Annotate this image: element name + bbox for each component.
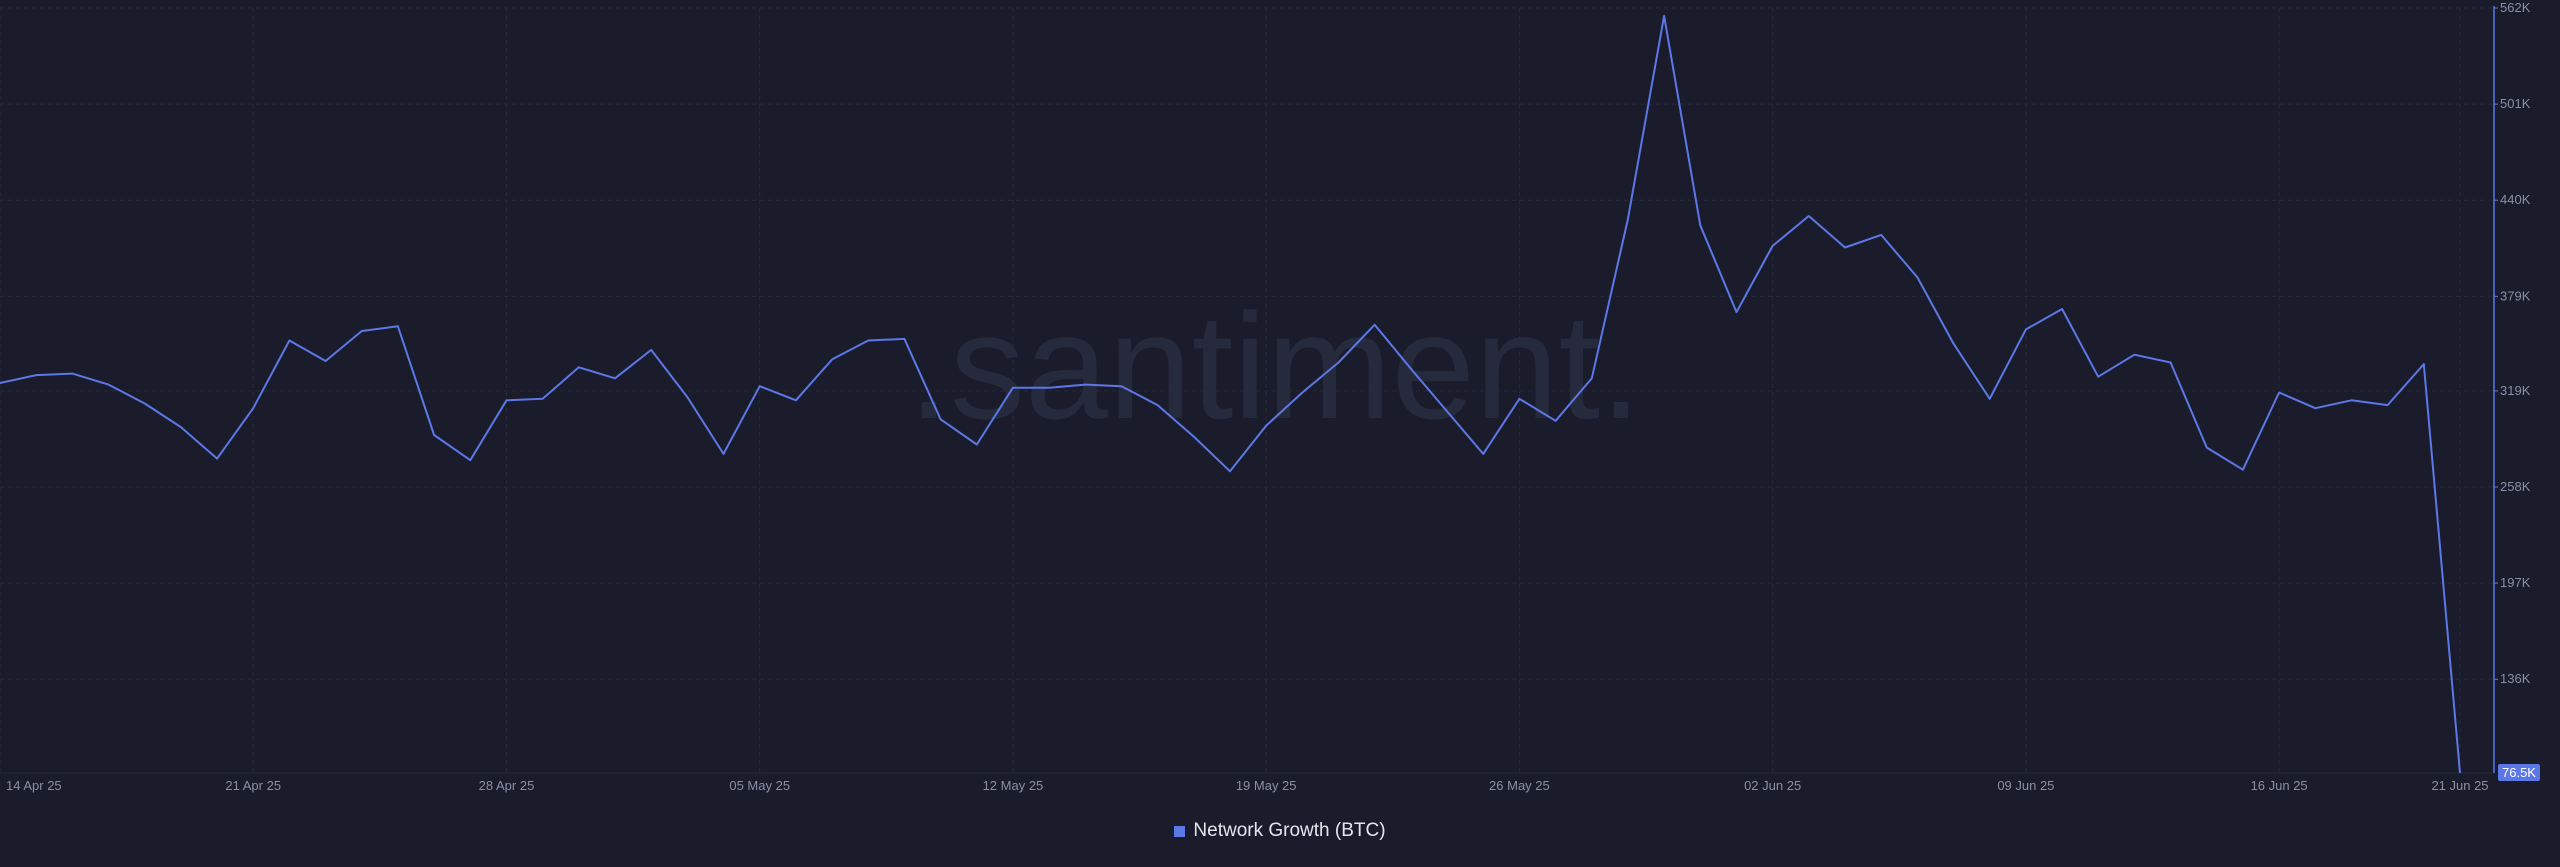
y-tick-label: 319K <box>2500 383 2531 398</box>
x-tick-label: 16 Jun 25 <box>2251 778 2308 793</box>
legend-swatch <box>1174 825 1186 837</box>
y-tick-label: 501K <box>2500 96 2531 111</box>
last-value-label: 76.5K <box>2502 765 2536 780</box>
x-tick-label: 28 Apr 25 <box>479 778 535 793</box>
grid-layer <box>0 7 2494 774</box>
y-tick-label: 197K <box>2500 575 2531 590</box>
last-value-badge <box>2498 764 2540 781</box>
y-tick-label: 379K <box>2500 288 2531 303</box>
y-tick-label: 136K <box>2500 671 2531 686</box>
x-tick-label: 09 Jun 25 <box>1997 778 2054 793</box>
y-tick-label: 440K <box>2500 192 2531 207</box>
x-tick-label: 12 May 25 <box>983 778 1044 793</box>
line-layer <box>0 14 2461 774</box>
legend[interactable]: Network Growth (BTC) <box>0 820 2560 842</box>
x-tick-label: 05 May 25 <box>729 778 790 793</box>
y-tick-label: 258K <box>2500 479 2531 494</box>
x-tick-label: 21 Apr 25 <box>225 778 281 793</box>
legend-label: Network Growth (BTC) <box>1193 820 1386 841</box>
santiment-watermark: .santiment. <box>908 282 1642 450</box>
x-tick-label: 21 Jun 25 <box>2431 778 2488 793</box>
axis-layer: 136K 197K 258K 319K 379K 440K 501K 562K 14 Apr 2… <box>6 0 2540 793</box>
x-tick-label: 19 May 25 <box>1236 778 1297 793</box>
x-tick-label: 02 Jun 25 <box>1744 778 1801 793</box>
series-line-network-growth[interactable] <box>0 14 2461 774</box>
x-tick-label: 26 May 25 <box>1489 778 1550 793</box>
x-tick-label: 14 Apr 25 <box>6 778 62 793</box>
y-tick-label: 562K <box>2500 0 2531 15</box>
